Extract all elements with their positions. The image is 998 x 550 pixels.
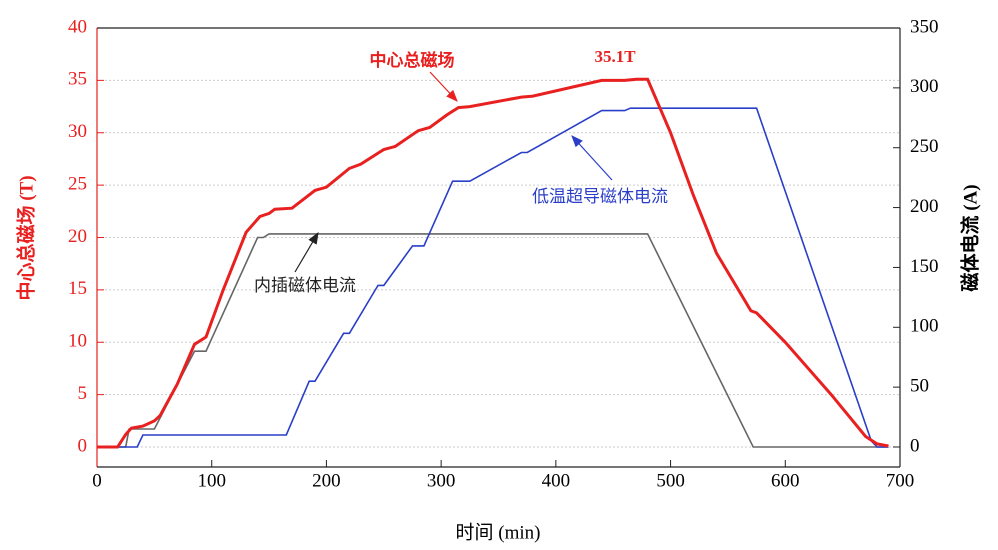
series-label: 内插磁体电流 (254, 276, 356, 295)
annotation-arrow (294, 231, 319, 273)
y-tick-label: 5 (78, 383, 88, 404)
y-tick-label: 0 (78, 435, 88, 456)
x-tick-label: 600 (771, 470, 800, 491)
y2-tick-label: 300 (910, 76, 939, 97)
y-tick-label: 40 (68, 16, 87, 37)
y2-axis-title: 磁体电流 (A) (958, 184, 981, 291)
y-tick-label: 20 (68, 226, 87, 247)
y2-tick-label: 200 (910, 196, 939, 217)
series-line (97, 107, 889, 448)
y2-tick-label: 0 (910, 435, 920, 456)
y2-tick-label: 350 (910, 16, 939, 37)
y2-tick-label: 100 (910, 316, 939, 337)
series-label: 中心总磁场 (370, 50, 455, 70)
x-tick-label: 500 (656, 470, 685, 491)
y-tick-label: 25 (68, 173, 87, 194)
x-axis-title: 时间 (min) (456, 521, 541, 543)
series-line (97, 233, 889, 448)
x-tick-label: 100 (197, 470, 226, 491)
annotation-arrow (571, 135, 613, 181)
x-tick-label: 200 (312, 470, 341, 491)
y-axis-title: 中心总磁场 (T) (14, 175, 37, 300)
y-tick-label: 35 (68, 69, 87, 90)
y-tick-label: 15 (68, 278, 87, 299)
peak-label: 35.1T (594, 47, 636, 66)
annotation-arrow (429, 71, 458, 102)
y2-tick-label: 250 (910, 136, 939, 157)
y-tick-label: 10 (68, 331, 87, 352)
y-tick-label: 30 (68, 121, 87, 142)
x-tick-label: 0 (92, 470, 102, 491)
x-tick-label: 300 (427, 470, 456, 491)
series-label: 低温超导磁体电流 (532, 187, 668, 206)
x-tick-label: 400 (542, 470, 571, 491)
x-tick-label: 700 (886, 470, 915, 491)
y2-tick-label: 50 (910, 376, 929, 397)
series-line (97, 77, 889, 449)
y2-tick-label: 150 (910, 256, 939, 277)
